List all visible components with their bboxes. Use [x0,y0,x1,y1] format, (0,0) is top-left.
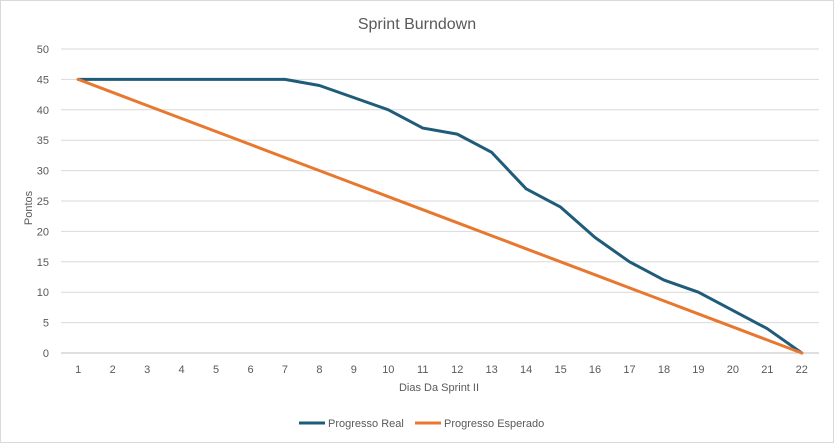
gridlines [61,48,819,354]
x-tick-label: 15 [554,364,566,376]
x-tick-label: 13 [486,364,498,376]
x-tick-label: 10 [382,364,394,376]
series-line-progresso-real [76,77,804,355]
x-axis-label: Dias Da Sprint II [399,382,479,394]
y-tick-label: 30 [37,166,49,178]
x-axis-ticks: 1 2 3 4 5 6 7 8 9 10 11 12 13 14 15 16 17 18 19 20 21 22 [75,364,808,376]
x-tick-label: 16 [589,364,601,376]
series-line-progresso-esperado [76,77,804,355]
series-lines [76,77,804,355]
y-tick-label: 10 [37,287,49,299]
x-tick-label: 7 [282,364,288,376]
x-tick-label: 2 [110,364,116,376]
y-tick-label: 5 [43,318,49,330]
y-tick-label: 20 [37,226,49,238]
legend: Progresso Real Progresso Esperado [299,418,544,430]
x-tick-label: 19 [692,364,704,376]
x-tick-label: 14 [520,364,532,376]
x-tick-label: 5 [213,364,219,376]
legend-label: Progresso Esperado [444,418,544,430]
x-tick-label: 11 [417,364,428,376]
x-tick-label: 18 [658,364,670,376]
y-tick-label: 0 [43,348,49,360]
y-axis-ticks: 0 5 10 15 20 25 30 35 40 45 50 [37,44,49,360]
y-tick-label: 50 [37,44,49,56]
x-tick-label: 21 [761,364,773,376]
y-axis-label: Pontos [23,190,35,225]
y-tick-label: 25 [37,196,49,208]
y-tick-label: 45 [37,74,49,86]
x-tick-label: 20 [727,364,739,376]
chart-title: Sprint Burndown [358,16,476,33]
x-tick-label: 17 [623,364,635,376]
legend-label: Progresso Real [328,418,404,430]
x-tick-label: 4 [179,364,185,376]
x-tick-label: 12 [451,364,463,376]
x-tick-label: 8 [316,364,322,376]
x-tick-label: 22 [796,364,808,376]
x-tick-label: 9 [351,364,357,376]
x-tick-label: 3 [144,364,150,376]
y-tick-label: 35 [37,135,49,147]
y-tick-label: 15 [37,257,49,269]
x-tick-label: 6 [247,364,253,376]
y-tick-label: 40 [37,105,49,117]
x-tick-label: 1 [75,364,81,376]
